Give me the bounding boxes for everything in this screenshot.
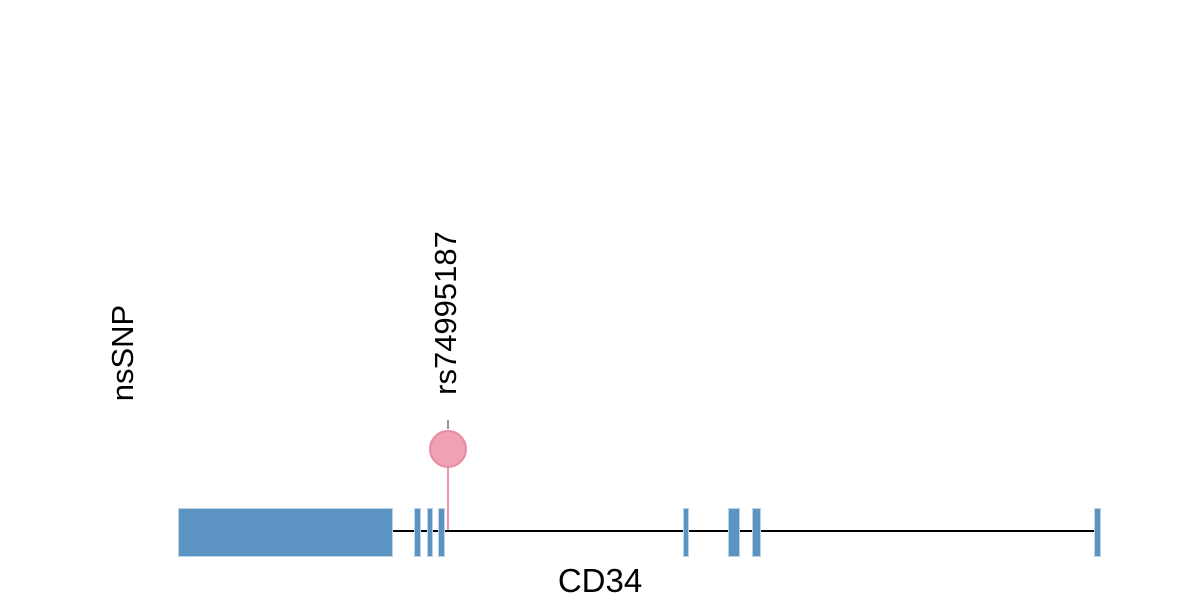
exon-block	[683, 508, 689, 557]
exon-block	[1094, 508, 1101, 557]
exon-block	[178, 508, 393, 557]
gene-name-label: CD34	[557, 562, 643, 599]
exon-block	[427, 508, 433, 557]
snp-lollipop-stem	[447, 449, 449, 530]
exon-block	[438, 508, 445, 557]
exon-block	[414, 508, 421, 557]
snp-lollipop-circle	[429, 430, 467, 468]
track-axis-label: nsSNP	[105, 304, 140, 402]
exon-block	[728, 508, 740, 557]
gene-intron-line	[178, 530, 1101, 532]
exon-block	[752, 508, 761, 557]
snp-id-label: rs74995187	[428, 231, 463, 395]
snp-label-tick	[447, 420, 449, 429]
